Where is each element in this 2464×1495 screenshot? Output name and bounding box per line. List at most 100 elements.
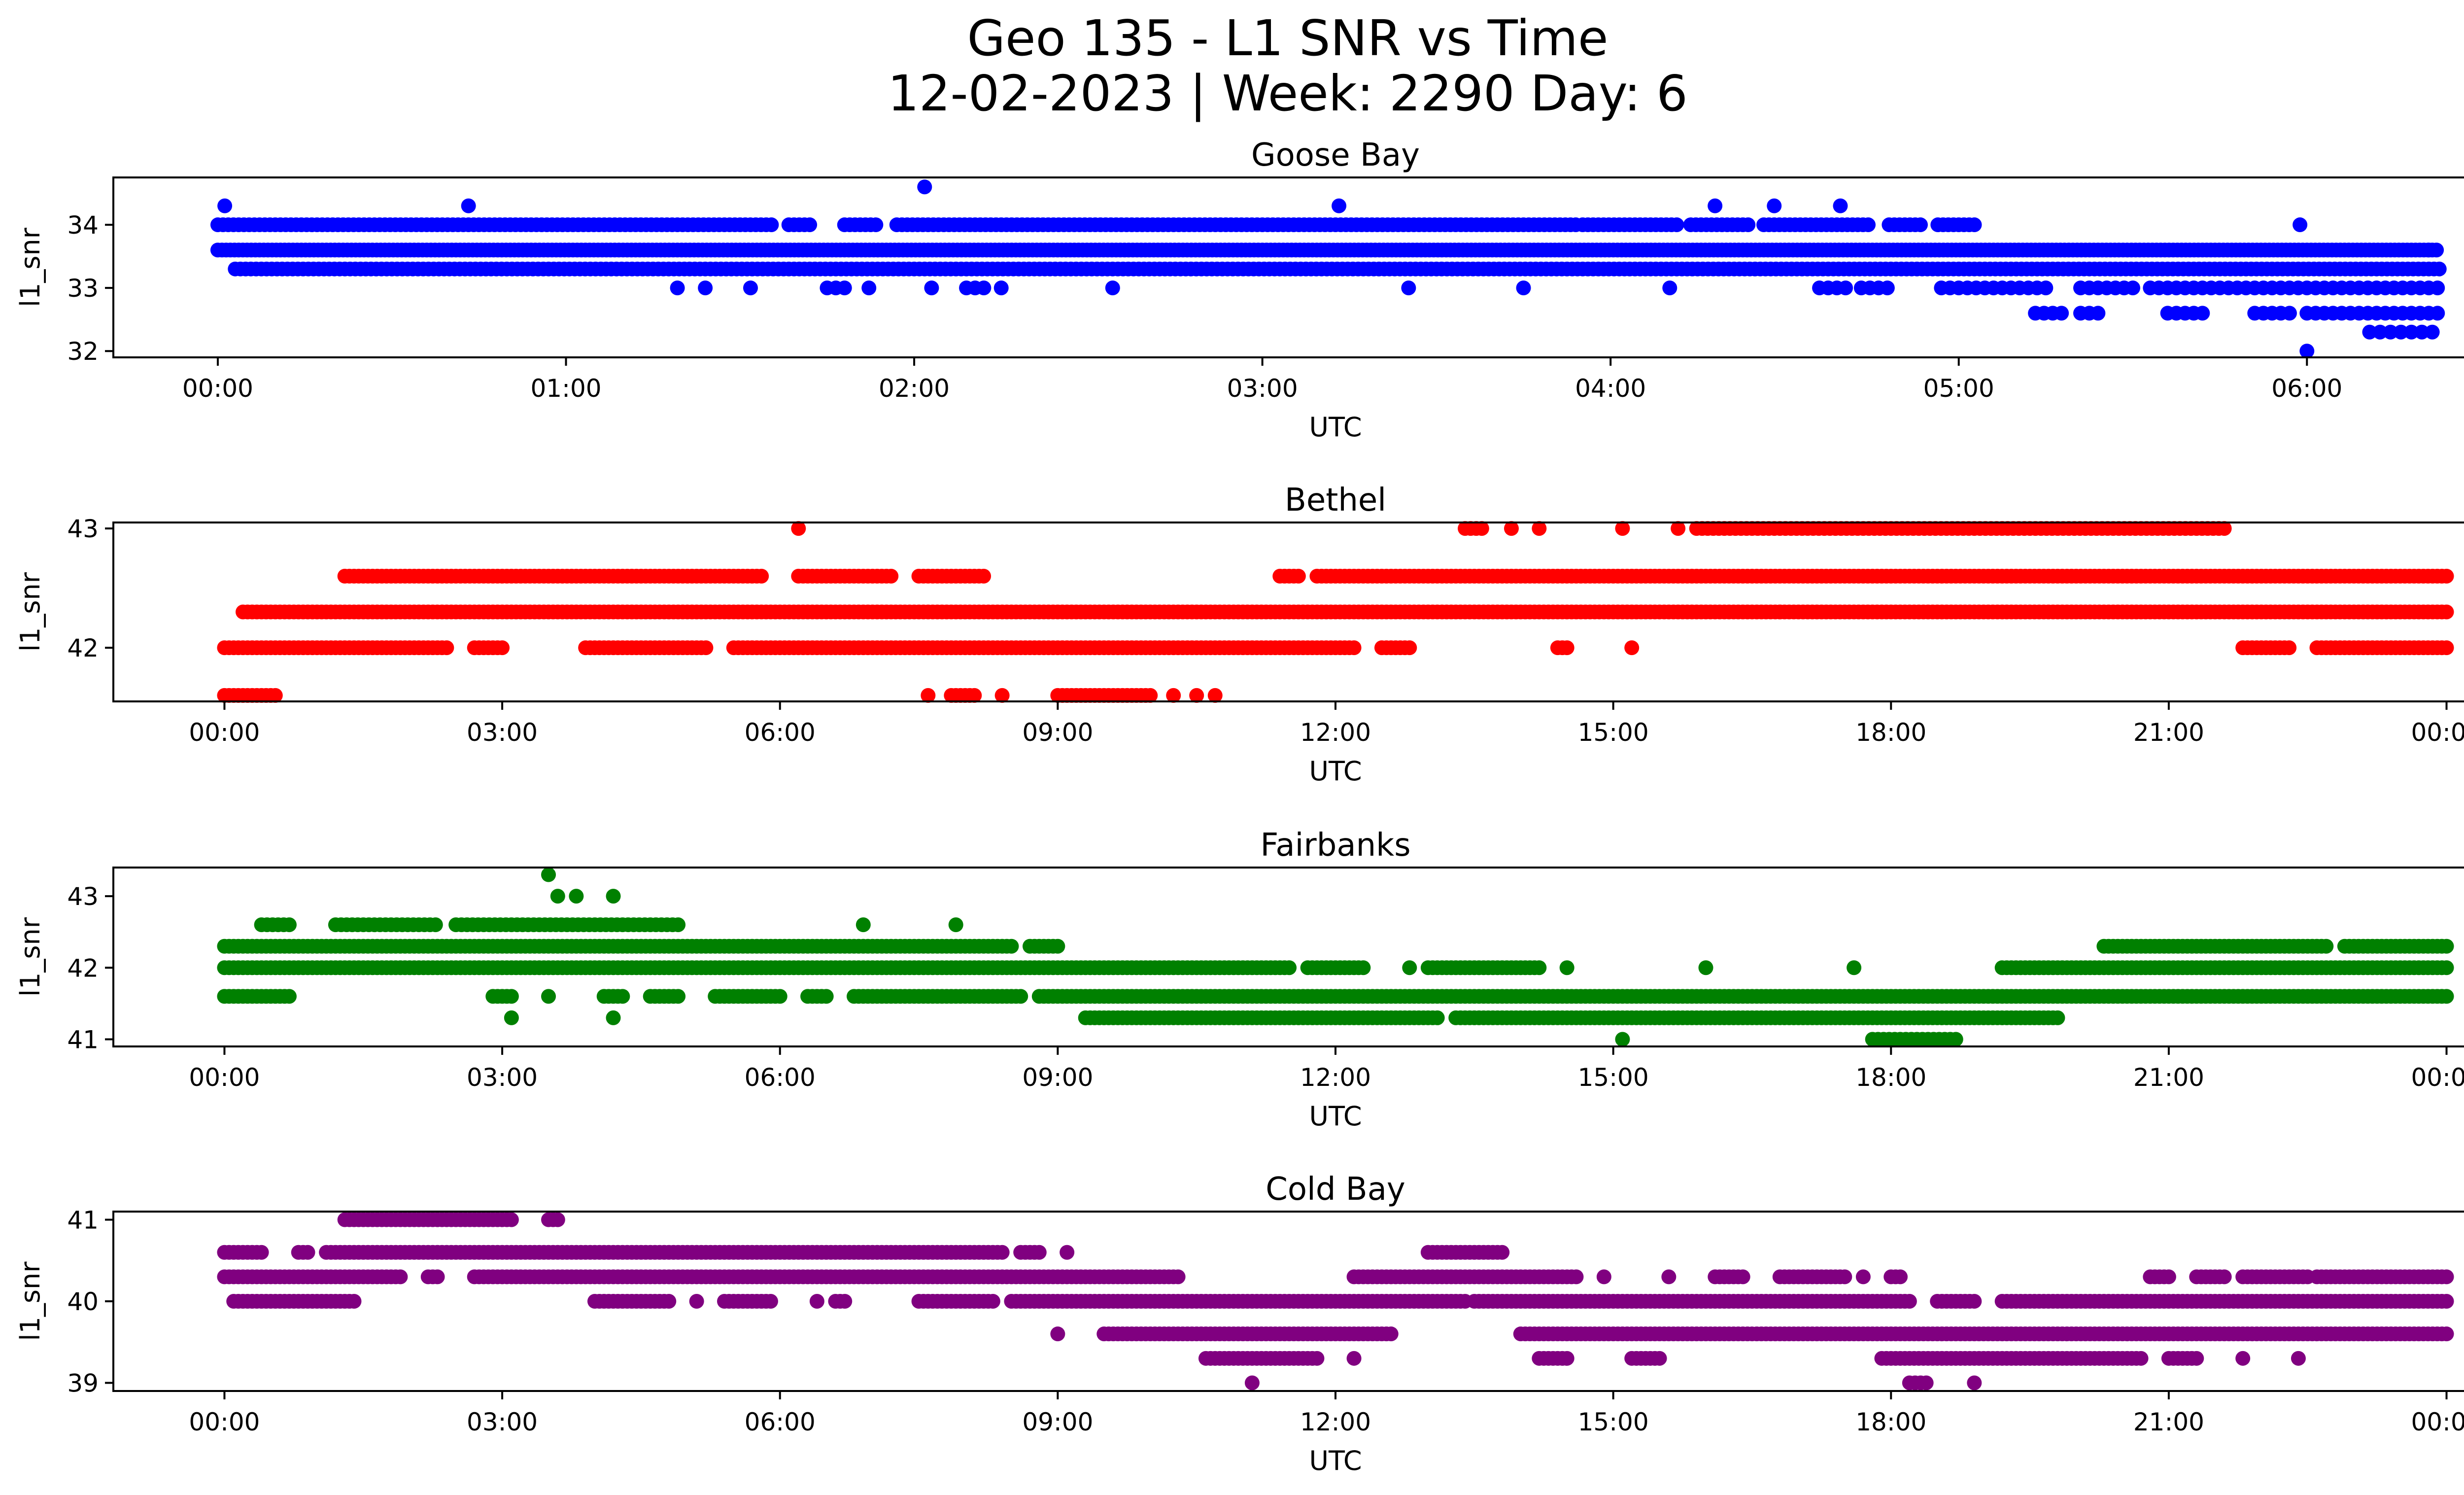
data-point bbox=[1615, 521, 1630, 536]
data-point bbox=[2404, 324, 2419, 340]
x-tick-label: 06:00 bbox=[2271, 374, 2342, 403]
data-point bbox=[615, 989, 630, 1004]
figure-title-line2: 12-02-2023 | Week: 2290 Day: 6 bbox=[888, 65, 1688, 122]
y-tick-label: 43 bbox=[67, 515, 99, 543]
x-tick-label: 09:00 bbox=[1022, 1063, 1093, 1092]
data-point bbox=[1661, 1269, 1677, 1285]
data-point bbox=[2439, 1269, 2454, 1285]
data-point bbox=[504, 989, 519, 1004]
data-point bbox=[1837, 1269, 1852, 1285]
data-point bbox=[1105, 280, 1120, 296]
data-points bbox=[217, 521, 2454, 703]
x-tick-label: 12:00 bbox=[1300, 1063, 1371, 1092]
data-point bbox=[985, 1294, 1000, 1309]
data-point bbox=[1516, 280, 1531, 296]
x-tick-label: 21:00 bbox=[2133, 718, 2204, 747]
data-point bbox=[772, 989, 787, 1004]
subplot-title: Bethel bbox=[1285, 482, 1386, 519]
data-point bbox=[393, 1269, 408, 1285]
x-tick-label: 03:00 bbox=[467, 1063, 538, 1092]
data-point bbox=[281, 989, 297, 1004]
data-point bbox=[1948, 1032, 1963, 1047]
data-point bbox=[837, 1294, 853, 1309]
y-axis-label: l1_snr bbox=[15, 227, 46, 307]
data-point bbox=[2362, 324, 2377, 340]
data-point bbox=[1741, 217, 1756, 233]
data-point bbox=[217, 198, 233, 213]
data-point bbox=[2090, 306, 2106, 321]
data-point bbox=[2282, 640, 2297, 656]
data-point bbox=[856, 917, 871, 933]
data-point bbox=[994, 1245, 1010, 1260]
data-point bbox=[2439, 640, 2454, 656]
data-point bbox=[1170, 1269, 1186, 1285]
data-point bbox=[1474, 521, 1489, 536]
data-point bbox=[1291, 568, 1306, 584]
subplot-title: Goose Bay bbox=[1251, 137, 1420, 174]
x-tick-label: 21:00 bbox=[2133, 1063, 2204, 1092]
data-point bbox=[917, 179, 932, 195]
y-tick-label: 42 bbox=[67, 634, 99, 662]
data-point bbox=[2421, 243, 2436, 258]
data-point bbox=[281, 917, 297, 933]
data-point bbox=[2299, 344, 2315, 359]
data-point bbox=[254, 1245, 269, 1260]
data-point bbox=[1402, 960, 1417, 975]
data-point bbox=[2394, 324, 2409, 340]
data-point bbox=[1532, 521, 1547, 536]
data-point bbox=[1004, 939, 1019, 954]
data-point bbox=[921, 688, 936, 703]
x-tick-label: 05:00 bbox=[1923, 374, 1994, 403]
x-tick-label: 15:00 bbox=[1578, 718, 1649, 747]
data-point bbox=[2195, 306, 2210, 321]
data-point bbox=[2414, 324, 2430, 340]
x-tick-label: 00:00 bbox=[189, 718, 260, 747]
data-point bbox=[1596, 1269, 1611, 1285]
data-point bbox=[1861, 217, 1876, 233]
data-point bbox=[837, 280, 852, 296]
data-point bbox=[2439, 989, 2454, 1004]
data-point bbox=[698, 640, 714, 656]
subplot-title: Cold Bay bbox=[1266, 1171, 1405, 1208]
data-point bbox=[1050, 939, 1065, 954]
y-tick-label: 42 bbox=[67, 954, 99, 982]
data-point bbox=[661, 1294, 677, 1309]
data-point bbox=[2439, 960, 2454, 975]
data-point bbox=[809, 1294, 824, 1309]
x-tick-label: 00:00 bbox=[2411, 1063, 2464, 1092]
data-point bbox=[1624, 640, 1640, 656]
data-points bbox=[217, 867, 2454, 1047]
x-tick-label: 09:00 bbox=[1022, 718, 1093, 747]
data-point bbox=[967, 688, 982, 703]
x-tick-label: 00:00 bbox=[182, 374, 253, 403]
x-tick-label: 00:00 bbox=[2411, 718, 2464, 747]
data-point bbox=[1143, 688, 1158, 703]
data-point bbox=[2282, 306, 2297, 321]
data-point bbox=[2050, 1010, 2065, 1025]
data-point bbox=[606, 1010, 621, 1025]
data-point bbox=[689, 1294, 704, 1309]
x-tick-label: 02:00 bbox=[879, 374, 950, 403]
y-axis-label: l1_snr bbox=[15, 572, 46, 652]
data-point bbox=[550, 889, 565, 904]
x-tick-label: 18:00 bbox=[1855, 1063, 1926, 1092]
data-point bbox=[1332, 198, 1347, 213]
data-point bbox=[1569, 1269, 1584, 1285]
data-point bbox=[1838, 280, 1853, 296]
data-point bbox=[2293, 217, 2308, 233]
data-point bbox=[2439, 568, 2454, 584]
data-point bbox=[1207, 688, 1223, 703]
data-point bbox=[1902, 1294, 1917, 1309]
data-point bbox=[300, 1245, 315, 1260]
data-point bbox=[1893, 1269, 1908, 1285]
data-point bbox=[2383, 324, 2398, 340]
data-point bbox=[1662, 280, 1677, 296]
data-point bbox=[2161, 1269, 2176, 1285]
data-point bbox=[504, 1212, 519, 1227]
x-axis-label: UTC bbox=[1309, 756, 1362, 787]
data-point bbox=[1967, 1294, 1982, 1309]
data-point bbox=[606, 889, 621, 904]
